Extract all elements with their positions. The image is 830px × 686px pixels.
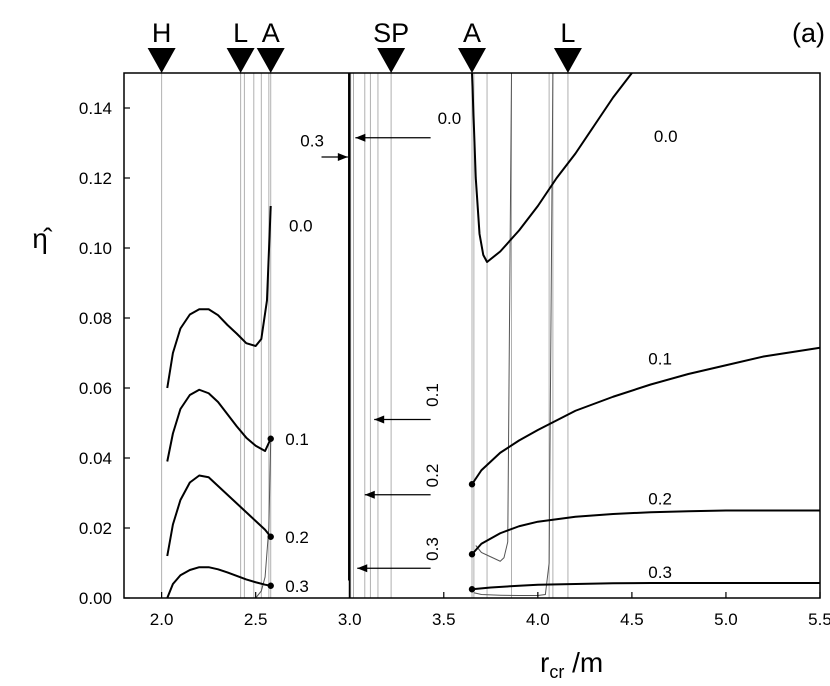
arrow-label: 0.3 (300, 132, 324, 151)
marker-triangle-icon (377, 48, 406, 73)
marker-label: A (463, 18, 481, 48)
marker-triangle-icon (553, 48, 582, 73)
marker-vertical-lines (161, 73, 569, 598)
curve-labels: 0.0 0.1 0.2 0.3 0.0 0.1 0.2 0.3 (285, 127, 677, 596)
series-curves (166, 72, 821, 599)
series-line-0.3 (471, 581, 820, 591)
marker-triangle-icon (226, 48, 255, 73)
x-tick-label: 4.5 (620, 610, 644, 629)
thin-curve (255, 440, 272, 599)
y-tick-label: 0.12 (79, 169, 112, 188)
marker-triangle-icon (147, 48, 176, 73)
curve-label: 0.3 (648, 563, 672, 582)
series-line-0.0 (166, 205, 272, 389)
marker-label: H (152, 18, 172, 48)
curve-label: 0.3 (285, 577, 309, 596)
top-markers: H L A SP A L (147, 18, 582, 73)
y-tick-label: 0.08 (79, 309, 112, 328)
panel-label: (a) (792, 18, 825, 48)
end-point (267, 582, 274, 589)
end-points (267, 435, 476, 593)
arrow-label: 0.1 (423, 383, 442, 407)
curve-label: 0.1 (648, 349, 672, 368)
y-tick-label: 0.10 (79, 239, 112, 258)
curve-label: 0.1 (285, 430, 309, 449)
arrow-head-icon (374, 415, 385, 424)
marker-label: A (262, 18, 280, 48)
series-line-0.1 (471, 346, 821, 485)
series-line-0.2 (166, 474, 272, 557)
end-point (267, 533, 274, 540)
x-tick-label: 5.5 (808, 610, 830, 629)
marker-label: SP (373, 18, 409, 48)
x-tick-label: 2.5 (244, 610, 268, 629)
marker-triangle-icon (256, 48, 285, 73)
marker-label: L (233, 18, 248, 48)
arrow-head-icon (364, 490, 375, 499)
y-tick-label: 0.02 (79, 519, 112, 538)
x-axis-label-sub: cr (549, 662, 564, 682)
series-line-0.3 (166, 566, 271, 599)
series-line-0.1 (166, 388, 272, 462)
spike-lines (348, 73, 351, 598)
x-tick-label: 3.0 (338, 610, 362, 629)
arrow-label: 0.2 (423, 464, 442, 488)
x-tick-label: 4.0 (526, 610, 550, 629)
thin-curve (473, 72, 554, 597)
x-axis-label: rcr /m (540, 647, 603, 682)
x-tick-label: 3.5 (432, 610, 456, 629)
axis-ticks: 2.0 2.5 3.0 3.5 4.0 4.5 5.0 5.5 0.00 0.02 0.04 0.06… (79, 99, 830, 629)
marker-label: L (560, 18, 575, 48)
end-point (468, 481, 476, 488)
arrow-head-icon (357, 564, 368, 573)
series-line-0.0 (471, 72, 633, 263)
y-tick-label: 0.06 (79, 379, 112, 398)
marker-triangle-icon (458, 48, 486, 73)
curve-label: 0.2 (285, 528, 309, 547)
arrows: 0.0 0.3 0.1 0.2 0.3 (300, 109, 461, 573)
series-line-0.2 (471, 509, 820, 555)
y-tick-label: 0.04 (79, 449, 112, 468)
x-tick-label: 5.0 (714, 610, 738, 629)
thin-curve (475, 72, 513, 562)
curve-label: 0.0 (654, 127, 678, 146)
y-tick-label: 0.00 (79, 589, 112, 608)
curve-label: 0.2 (648, 489, 672, 508)
y-tick-label: 0.14 (79, 99, 112, 118)
x-tick-label: 2.0 (150, 610, 174, 629)
arrow-label: 0.0 (438, 109, 462, 128)
end-point (468, 551, 476, 558)
arrow-label: 0.3 (423, 537, 442, 561)
end-point (468, 586, 476, 593)
curve-label: 0.0 (289, 216, 313, 235)
thin-curves (255, 72, 554, 599)
y-axis-label: η̂ (32, 223, 53, 254)
x-axis-label-main: r (540, 647, 549, 678)
arrow-head-icon (355, 133, 366, 142)
arrow-head-icon (337, 153, 348, 161)
end-point (267, 435, 274, 442)
x-axis-label-suffix: /m (564, 647, 603, 678)
